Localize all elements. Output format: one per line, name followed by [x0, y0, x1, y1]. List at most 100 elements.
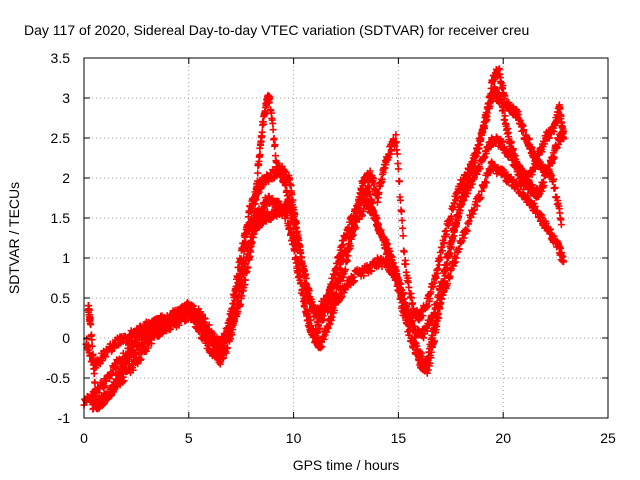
- data-point: [453, 220, 461, 228]
- data-point: [426, 359, 434, 367]
- data-point: [227, 335, 235, 343]
- data-point: [393, 150, 401, 158]
- data-point: [431, 337, 439, 345]
- data-point: [368, 267, 376, 275]
- data-point: [439, 288, 447, 296]
- data-point: [470, 157, 478, 165]
- data-point: [520, 185, 528, 193]
- data-point: [535, 157, 543, 165]
- data-point: [301, 300, 309, 308]
- data-point: [447, 212, 455, 220]
- data-point: [205, 321, 213, 329]
- data-point: [550, 154, 558, 162]
- data-point: [375, 189, 383, 197]
- data-point: [120, 377, 128, 385]
- data-point: [347, 242, 355, 250]
- data-point: [210, 335, 218, 343]
- data-point: [454, 214, 462, 222]
- data-point: [220, 354, 228, 362]
- data-point: [468, 180, 476, 188]
- data-point: [465, 217, 473, 225]
- data-point: [475, 144, 483, 152]
- data-point: [424, 302, 432, 310]
- data-point: [460, 234, 468, 242]
- data-point: [477, 194, 485, 202]
- data-point: [125, 357, 133, 365]
- y-tick-label: 3: [62, 90, 70, 106]
- data-point: [525, 135, 533, 143]
- data-point: [398, 208, 406, 216]
- data-point: [253, 177, 261, 185]
- data-point: [278, 167, 286, 175]
- data-point: [305, 287, 313, 295]
- data-point: [397, 280, 405, 288]
- data-point: [550, 175, 558, 183]
- data-point: [417, 349, 425, 357]
- data-point: [476, 165, 484, 173]
- data-point: [450, 199, 458, 207]
- data-point: [320, 335, 328, 343]
- data-point: [437, 253, 445, 261]
- data-point: [369, 198, 377, 206]
- data-point: [463, 227, 471, 235]
- data-point: [479, 129, 487, 137]
- data-point: [240, 271, 248, 279]
- data-points: [80, 65, 568, 413]
- x-tick-labels: 0 5 10 15 20 25: [80, 430, 616, 446]
- data-point: [366, 167, 374, 175]
- y-tick-label: 2: [62, 170, 70, 186]
- y-axis-label: SDTVAR / TECUs: [6, 182, 22, 294]
- data-point: [372, 214, 380, 222]
- data-point: [362, 192, 370, 200]
- data-point: [560, 135, 568, 143]
- y-tick-labels: -1 -0.5 0 0.5 1 1.5 2 2.5 3 3.5: [46, 50, 70, 426]
- data-point: [140, 342, 148, 350]
- data-point: [409, 299, 417, 307]
- data-point: [91, 387, 99, 395]
- data-point: [314, 328, 322, 336]
- data-point: [448, 235, 456, 243]
- data-point: [232, 283, 240, 291]
- data-point: [423, 304, 431, 312]
- data-point: [349, 231, 357, 239]
- data-point: [476, 141, 484, 149]
- data-point: [483, 116, 491, 124]
- data-point: [499, 82, 507, 90]
- data-point: [477, 137, 485, 145]
- data-point: [324, 324, 332, 332]
- data-point: [271, 141, 279, 149]
- data-point: [269, 126, 277, 134]
- data-point: [388, 147, 396, 155]
- data-point: [408, 294, 415, 302]
- data-point: [223, 344, 231, 352]
- data-point: [528, 181, 536, 189]
- data-point: [507, 139, 515, 147]
- data-point: [420, 334, 428, 342]
- data-point: [87, 321, 95, 329]
- data-point: [108, 369, 116, 377]
- data-point: [531, 202, 539, 210]
- data-point: [337, 294, 345, 302]
- x-tick-label: 0: [80, 430, 88, 446]
- data-point: [392, 131, 400, 139]
- data-point: [541, 140, 549, 148]
- data-point: [275, 162, 283, 170]
- data-point: [252, 196, 260, 204]
- data-point: [318, 343, 326, 351]
- data-point: [441, 278, 449, 286]
- data-point: [440, 239, 448, 247]
- data-point: [148, 332, 156, 340]
- data-point: [538, 213, 546, 221]
- x-tick-label: 5: [185, 430, 193, 446]
- data-point: [282, 182, 290, 190]
- data-point: [137, 355, 145, 363]
- data-point: [432, 274, 440, 282]
- data-point: [398, 216, 406, 224]
- data-point: [208, 334, 216, 342]
- y-tick-label: 0.5: [51, 290, 71, 306]
- data-point: [405, 309, 413, 317]
- x-tick-label: 25: [600, 430, 616, 446]
- data-point: [455, 209, 463, 217]
- data-point: [341, 266, 349, 274]
- data-point: [499, 138, 507, 146]
